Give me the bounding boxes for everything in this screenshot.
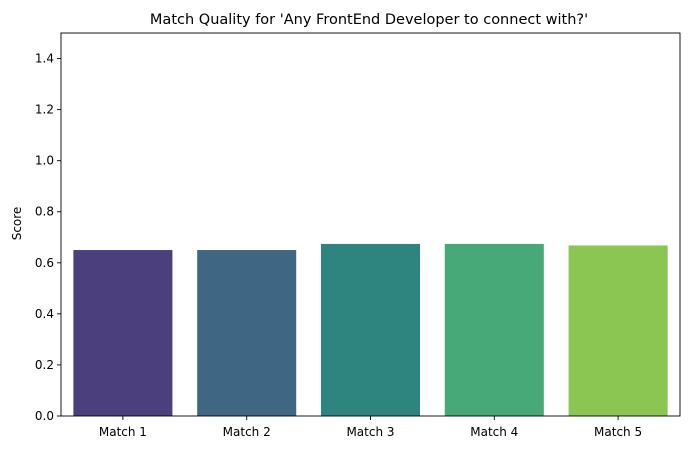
bar-2 xyxy=(197,250,297,416)
y-tick-label: 1.0 xyxy=(35,154,54,168)
bars-group xyxy=(73,243,668,416)
x-tick-label: Match 2 xyxy=(223,425,271,439)
y-tick-label: 0.6 xyxy=(35,256,54,270)
y-axis-label: Score xyxy=(10,207,24,241)
bar-1 xyxy=(73,250,173,416)
y-tick-label: 1.4 xyxy=(35,52,54,66)
x-tick-label: Match 3 xyxy=(346,425,394,439)
x-axis: Match 1 Match 2 Match 3 Match 4 Match 5 xyxy=(99,416,642,439)
y-axis: 0.0 0.2 0.4 0.6 0.8 1.0 1.2 1.4 xyxy=(35,52,61,423)
chart-title: Match Quality for 'Any FrontEnd Develope… xyxy=(150,12,588,28)
y-tick-label: 1.2 xyxy=(35,103,54,117)
y-tick-label: 0.8 xyxy=(35,205,54,219)
x-tick-label: Match 1 xyxy=(99,425,147,439)
x-tick-label: Match 5 xyxy=(594,425,642,439)
bar-3 xyxy=(320,243,421,416)
x-tick-label: Match 4 xyxy=(470,425,518,439)
y-tick-label: 0.0 xyxy=(35,409,54,423)
y-tick-label: 0.4 xyxy=(35,307,54,321)
bar-4 xyxy=(444,243,544,416)
y-tick-label: 0.2 xyxy=(35,358,54,372)
axes-frame xyxy=(60,32,681,417)
plot-border xyxy=(60,32,681,417)
bar-5 xyxy=(568,245,668,416)
